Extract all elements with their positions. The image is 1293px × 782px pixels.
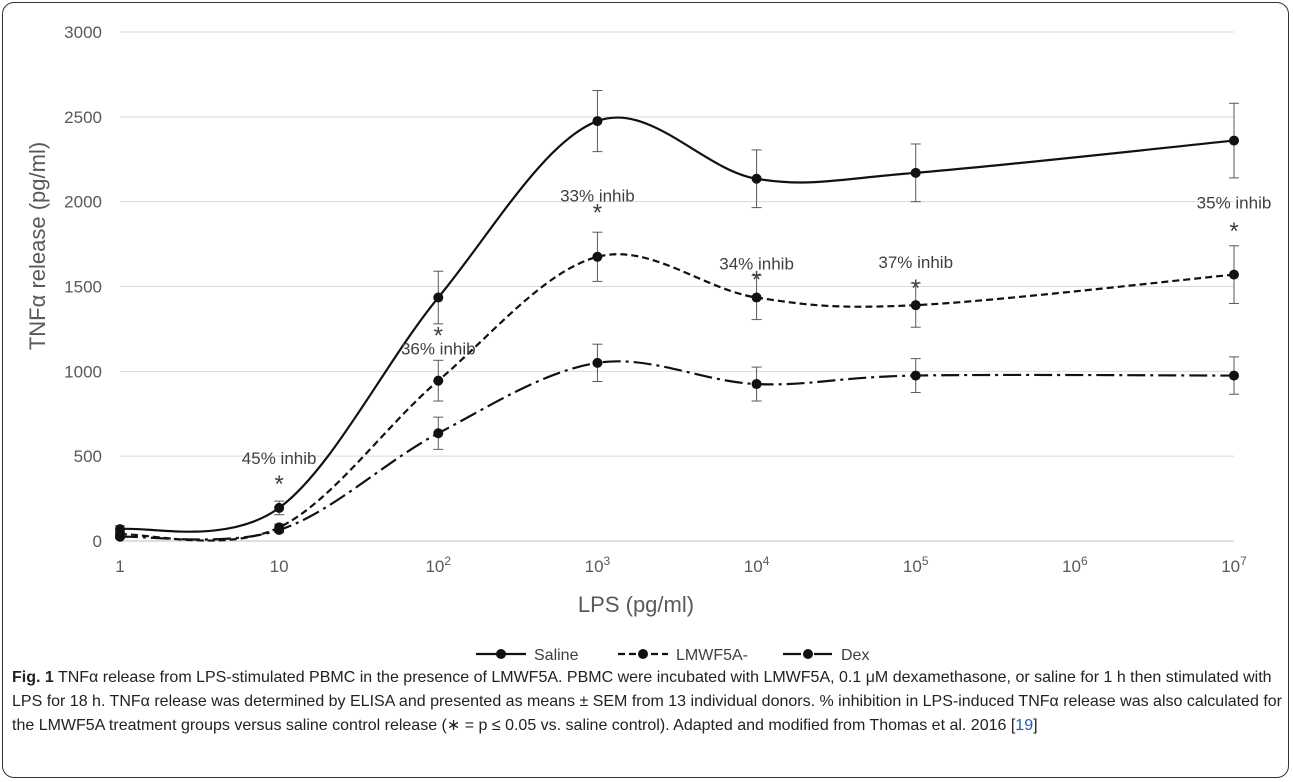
y-axis-ticks: 0 500 1000 1500 2000 2500 3000 [64, 23, 102, 551]
data-point [751, 173, 762, 184]
data-point [751, 292, 762, 303]
series-line [119, 253, 1235, 542]
data-point [1229, 269, 1239, 280]
data-point [274, 502, 285, 513]
caption-end: ] [1033, 717, 1038, 734]
y-tick-label: 0 [93, 532, 102, 551]
y-tick-label: 2000 [64, 193, 102, 212]
inhibition-annotation: 45% inhib [242, 449, 317, 468]
y-axis-label: TNFα release (pg/ml) [25, 142, 50, 350]
data-point [592, 357, 603, 368]
significance-marker: * [593, 199, 602, 226]
x-tick-label: 1 [115, 557, 124, 576]
significance-marker: * [274, 471, 283, 498]
x-tick-label: 107 [1221, 554, 1247, 576]
data-point [115, 531, 125, 542]
x-tick-label: 102 [425, 554, 451, 576]
data-point [910, 300, 921, 311]
y-tick-label: 1500 [64, 278, 102, 297]
annotations: 45% inhib 36% inhib 33% inhib 34% inhib 37% … [242, 187, 1272, 498]
grid [120, 31, 1234, 542]
data-point [910, 370, 921, 381]
legend-swatch-marker [638, 649, 648, 659]
data-point [433, 428, 444, 439]
y-tick-label: 500 [74, 447, 102, 466]
data-point [1229, 135, 1239, 146]
legend-swatch-marker [803, 649, 813, 659]
y-tick-label: 3000 [64, 23, 102, 42]
x-tick-label: 104 [744, 554, 770, 576]
legend: Saline LMWF5A- Dex [476, 647, 869, 664]
data-point [274, 524, 285, 535]
series-dex [115, 343, 1239, 542]
data-point [592, 116, 603, 127]
x-tick-label: 10 [270, 557, 289, 576]
caption-label: Fig. 1 [12, 669, 54, 686]
x-tick-label: 103 [585, 554, 611, 576]
x-tick-label: 106 [1062, 554, 1088, 576]
legend-label: LMWF5A- [676, 647, 748, 664]
legend-item: LMWF5A- [618, 647, 748, 664]
data-point [592, 251, 603, 262]
series-line [119, 116, 1235, 533]
significance-marker: * [752, 266, 761, 293]
data-point [751, 379, 762, 390]
significance-marker: * [1229, 218, 1238, 245]
inhibition-annotation: 35% inhib [1197, 193, 1272, 212]
legend-swatch-marker [496, 649, 506, 659]
inhibition-annotation: 34% inhib [719, 255, 794, 274]
x-axis-ticks: 1 10 102 103 104 105 106 107 [115, 554, 1247, 576]
chart: 0 500 1000 1500 2000 2500 3000 1 10 102 103 104 105… [25, 23, 1272, 664]
legend-item: Saline [476, 647, 579, 664]
caption-text: TNFα release from LPS-stimulated PBMC in… [12, 669, 1283, 734]
x-axis-label: LPS (pg/ml) [578, 592, 694, 617]
significance-marker: * [911, 275, 920, 302]
series-saline [115, 90, 1239, 535]
inhibition-annotation: 33% inhib [560, 187, 635, 206]
data-point [433, 375, 444, 386]
data-point [1229, 370, 1239, 381]
inhibition-annotation: 37% inhib [878, 253, 953, 272]
x-tick-label: 105 [903, 554, 929, 576]
significance-marker: * [434, 322, 443, 349]
caption-reference-link[interactable]: 19 [1015, 717, 1034, 734]
y-tick-label: 2500 [64, 108, 102, 127]
series [115, 90, 1239, 542]
inhibition-annotation: 36% inhib [401, 339, 476, 358]
figure-caption: Fig. 1 TNFα release from LPS-stimulated … [12, 666, 1282, 738]
y-tick-label: 1000 [64, 362, 102, 381]
data-point [433, 292, 444, 303]
legend-label: Saline [534, 647, 579, 664]
legend-label: Dex [841, 647, 869, 664]
data-point [910, 167, 921, 178]
legend-item: Dex [783, 647, 869, 664]
